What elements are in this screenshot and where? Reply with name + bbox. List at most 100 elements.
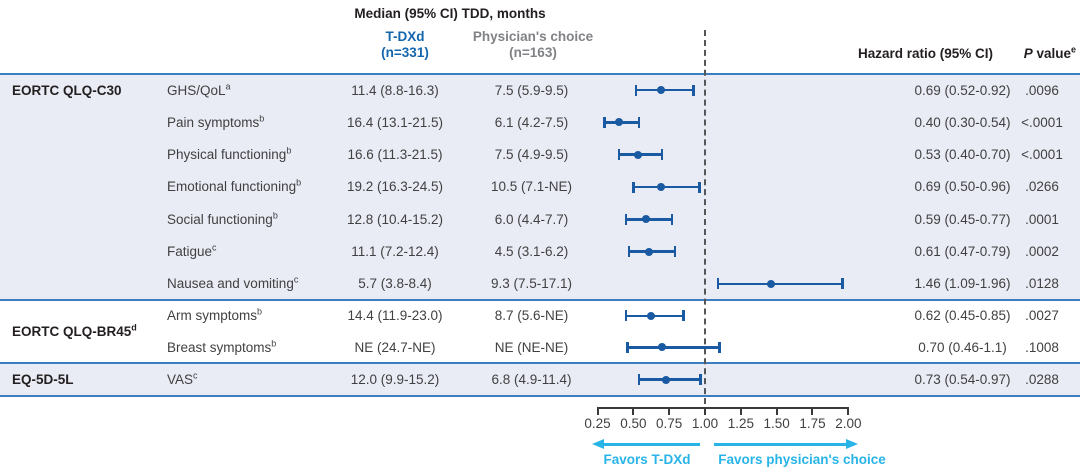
favors-left-arrowhead-icon — [592, 439, 604, 449]
physician-median-value: 6.1 (4.2-7.5) — [494, 114, 569, 130]
section-rule-0 — [0, 73, 1080, 75]
p-value-italic-p: P — [1023, 46, 1033, 61]
p-value: <.0001 — [1021, 147, 1063, 163]
hazard-ratio-value: 0.61 (0.47-0.79) — [914, 244, 1011, 260]
column-header-tdxd-name: T-DXd — [385, 29, 425, 44]
ci-cap-right — [698, 181, 701, 193]
section-rule-1 — [0, 299, 1080, 301]
physician-median-value: 4.5 (3.1-6.2) — [494, 244, 569, 260]
physician-median-value: 8.7 (5.6-NE) — [494, 308, 569, 324]
column-header-tdxd-n: (n=331) — [381, 45, 429, 60]
point-estimate-dot — [662, 375, 671, 384]
ci-cap-left — [716, 278, 720, 290]
section-rule-3 — [0, 395, 1080, 397]
physician-median-value: 6.0 (4.4-7.7) — [494, 211, 569, 227]
hazard-ratio-value: 0.73 (0.54-0.97) — [914, 372, 1011, 387]
x-axis-tick-label: 0.50 — [620, 416, 647, 431]
measure-label: GHS/QoLa — [167, 81, 231, 98]
favors-right-arrow — [714, 443, 846, 446]
measure-label: Emotional functioningb — [167, 177, 302, 195]
favors-left-arrow — [603, 443, 700, 446]
ci-cap-right — [637, 116, 641, 128]
p-value: .0288 — [1025, 372, 1059, 387]
x-axis-tick — [811, 407, 814, 415]
point-estimate-dot — [646, 311, 655, 320]
ci-bar — [717, 282, 843, 286]
ci-cap-right — [673, 246, 677, 258]
x-axis-tick — [632, 407, 635, 415]
physician-median-value: 10.5 (7.1-NE) — [490, 179, 573, 195]
hazard-ratio-value: 0.40 (0.30-0.54) — [914, 114, 1011, 130]
tdxd-median-value: 16.4 (13.1-21.5) — [346, 114, 444, 130]
figure-title: Median (95% CI) TDD, months — [354, 6, 546, 21]
point-estimate-dot — [766, 279, 775, 288]
favors-right-arrowhead-icon — [846, 439, 858, 449]
ci-cap-left — [624, 213, 628, 225]
tdxd-median-value: 19.2 (16.3-24.5) — [346, 179, 444, 195]
measure-label: Physical functioningb — [167, 145, 292, 163]
tdxd-median-value: NE (24.7-NE) — [354, 339, 436, 355]
ci-bar — [636, 88, 694, 92]
p-value: .0027 — [1025, 308, 1059, 324]
ci-cap-left — [617, 149, 621, 161]
ci-bar — [627, 346, 720, 349]
physician-median-value: NE (NE-NE) — [494, 339, 569, 355]
physician-median-value: 6.8 (4.9-11.4) — [491, 372, 572, 387]
ci-cap-right — [841, 278, 844, 290]
ci-bar — [626, 314, 684, 317]
tdxd-median-value: 5.7 (3.8-8.4) — [358, 276, 432, 292]
point-estimate-dot — [656, 183, 665, 191]
ci-cap-left — [637, 374, 641, 385]
p-value-footnote-sup: e — [1070, 44, 1076, 55]
column-header-tdxd: T-DXd (n=331) — [344, 29, 466, 61]
group-label: EORTC QLQ-BR45d — [12, 322, 137, 339]
hazard-ratio-value: 0.70 (0.46-1.1) — [918, 339, 1007, 355]
x-axis-tick-label: 1.50 — [763, 416, 790, 431]
x-axis-tick-label: 1.00 — [691, 416, 719, 431]
ci-cap-left — [624, 310, 628, 322]
point-estimate-dot — [633, 150, 642, 159]
x-axis-tick — [596, 407, 599, 415]
physician-median-value: 7.5 (5.9-9.5) — [494, 82, 569, 98]
point-estimate-dot — [615, 118, 623, 127]
ci-cap-right — [692, 84, 695, 96]
ci-cap-right — [670, 213, 674, 225]
point-estimate-dot — [642, 215, 651, 224]
p-value: .0096 — [1025, 82, 1059, 98]
tdxd-median-value: 12.8 (10.4-15.2) — [346, 211, 444, 227]
favors-physicians-choice-label: Favors physician's choice — [718, 452, 886, 467]
column-header-physicians-choice: Physician's choice (n=163) — [453, 29, 613, 61]
group-label: EQ-5D-5L — [12, 372, 74, 387]
section-band-2 — [0, 363, 1080, 396]
measure-label: VASc — [167, 370, 198, 387]
tdxd-median-value: 12.0 (9.9-15.2) — [350, 372, 440, 387]
p-value-rest: value — [1032, 46, 1071, 61]
ci-cap-right — [682, 310, 685, 322]
hazard-ratio-value: 0.69 (0.52-0.92) — [914, 82, 1011, 98]
x-axis-tick — [704, 407, 706, 415]
p-value: .0001 — [1025, 211, 1059, 227]
tdxd-median-value: 11.1 (7.2-12.4) — [351, 244, 439, 260]
ci-cap-left — [626, 341, 629, 353]
ci-cap-left — [634, 84, 638, 96]
section-band-0 — [0, 74, 1080, 300]
group-label: EORTC QLQ-C30 — [12, 82, 122, 98]
hazard-ratio-value: 0.59 (0.45-0.77) — [914, 211, 1011, 227]
point-estimate-dot — [658, 343, 666, 352]
ci-bar — [633, 185, 700, 189]
ci-cap-left — [603, 116, 606, 128]
x-axis-tick-label: 0.75 — [656, 416, 683, 431]
x-axis-tick — [847, 407, 850, 415]
section-rule-2 — [0, 362, 1080, 364]
p-value: .0266 — [1025, 179, 1059, 195]
column-header-hazard-ratio: Hazard ratio (95% CI) — [858, 46, 994, 61]
hazard-ratio-value: 0.53 (0.40-0.70) — [914, 147, 1011, 163]
x-axis-tick-label: 2.00 — [835, 416, 862, 431]
ci-cap-left — [632, 181, 635, 193]
hazard-ratio-value: 1.46 (1.09-1.96) — [914, 276, 1011, 292]
favors-tdxd-label: Favors T-DXd — [603, 452, 691, 467]
column-header-physicians-choice-n: (n=163) — [509, 45, 557, 60]
x-axis-tick-label: 1.75 — [799, 416, 826, 431]
x-axis-tick — [668, 407, 671, 415]
